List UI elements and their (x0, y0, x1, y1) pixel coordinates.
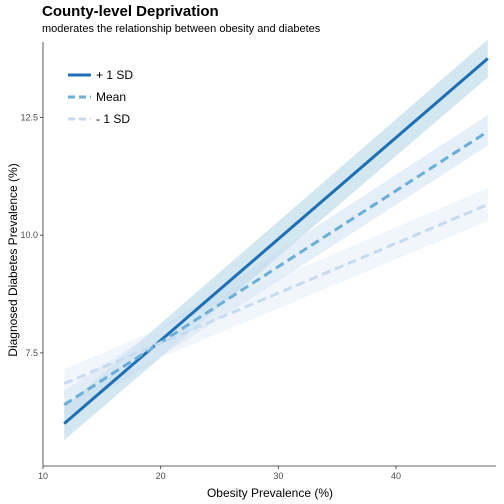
x-ticks: 10 20 30 40 (38, 466, 401, 481)
y-ticks: 7.5 10.0 12.5 (20, 112, 43, 358)
legend-label-mean: Mean (96, 90, 126, 104)
series-line-mean (63, 130, 489, 407)
y-tick-label: 10.0 (20, 230, 38, 240)
chart-title: County-level Deprivation (42, 3, 219, 20)
chart-subtitle: moderates the relationship between obesi… (42, 23, 321, 35)
legend-label-1-sd: - 1 SD (96, 112, 130, 126)
x-tick-label: 30 (273, 471, 283, 481)
x-tick-label: 40 (391, 471, 401, 481)
y-axis-title: Diagnosed Diabetes Prevalence (%) (6, 163, 20, 356)
series-lines (63, 57, 489, 425)
legend: + 1 SD Mean - 1 SD (68, 68, 133, 126)
legend-label-1-sd: + 1 SD (96, 68, 133, 82)
y-tick-label: 7.5 (25, 348, 38, 358)
x-tick-label: 20 (156, 471, 166, 481)
y-tick-label: 12.5 (20, 112, 38, 122)
x-tick-label: 10 (38, 471, 48, 481)
series-line-1-sd (63, 57, 489, 425)
series-line-1-sd (63, 203, 489, 385)
x-axis-title: Obesity Prevalence (%) (207, 486, 333, 500)
